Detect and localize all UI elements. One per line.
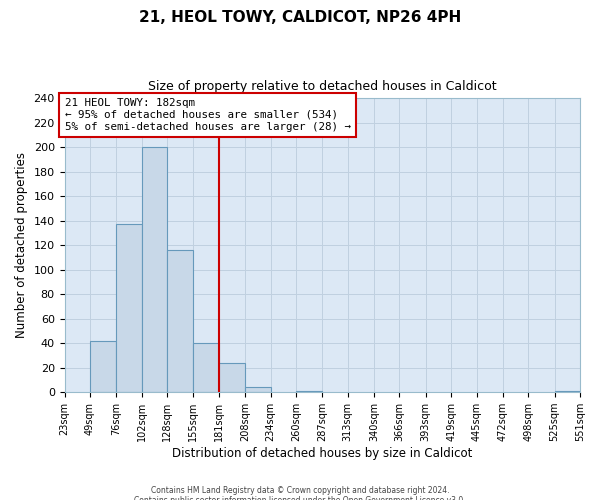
Text: Contains HM Land Registry data © Crown copyright and database right 2024.: Contains HM Land Registry data © Crown c… <box>151 486 449 495</box>
Bar <box>296 391 322 392</box>
Bar <box>554 391 580 392</box>
X-axis label: Distribution of detached houses by size in Caldicot: Distribution of detached houses by size … <box>172 447 472 460</box>
Bar <box>116 224 142 392</box>
Y-axis label: Number of detached properties: Number of detached properties <box>15 152 28 338</box>
Text: 21 HEOL TOWY: 182sqm
← 95% of detached houses are smaller (534)
5% of semi-detac: 21 HEOL TOWY: 182sqm ← 95% of detached h… <box>65 98 350 132</box>
Bar <box>245 388 271 392</box>
Bar <box>167 250 193 392</box>
Bar <box>142 148 167 392</box>
Bar <box>219 363 245 392</box>
Title: Size of property relative to detached houses in Caldicot: Size of property relative to detached ho… <box>148 80 497 93</box>
Bar <box>193 343 219 392</box>
Text: Contains public sector information licensed under the Open Government Licence v3: Contains public sector information licen… <box>134 496 466 500</box>
Bar <box>90 341 116 392</box>
Text: 21, HEOL TOWY, CALDICOT, NP26 4PH: 21, HEOL TOWY, CALDICOT, NP26 4PH <box>139 10 461 25</box>
